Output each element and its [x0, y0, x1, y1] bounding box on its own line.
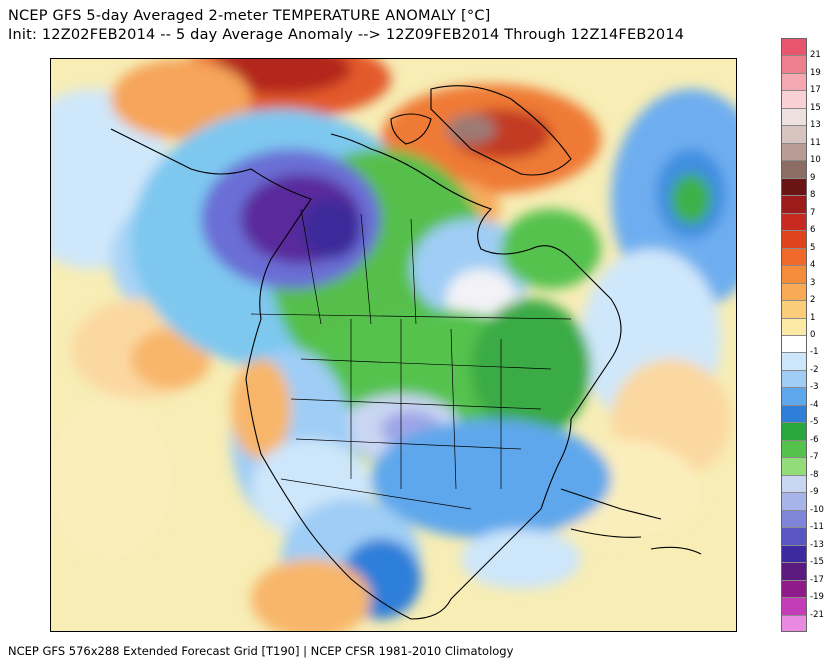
colorbar-cell	[781, 457, 807, 476]
colorbar-tick-label: -17	[810, 574, 824, 585]
colorbar-tick-label: -7	[810, 452, 819, 463]
colorbar-tick-label: 7	[810, 207, 816, 218]
colorbar-cell	[781, 614, 807, 633]
colorbar-tick-label: -11	[810, 522, 824, 533]
colorbar-cell	[781, 195, 807, 214]
colorbar-cell	[781, 439, 807, 458]
colorbar-cell	[781, 369, 807, 388]
colorbar-tick-label: -10	[810, 504, 824, 515]
colorbar-tick-label: 4	[810, 260, 816, 271]
anomaly-map	[50, 58, 737, 632]
colorbar-tick-label: 15	[810, 102, 821, 113]
colorbar-labels: 21 19 17 15 13 11 10 9 8 7 6 5 4 3 2 1 0 -1 -2 -3 -4 -5 -6 -7 -8…	[810, 38, 832, 632]
colorbar-tick-label: 5	[810, 242, 816, 253]
colorbar-cell	[781, 125, 807, 144]
colorbar-cell	[781, 300, 807, 319]
colorbar-cell	[781, 527, 807, 546]
colorbar-cell	[781, 55, 807, 74]
colorbar-cell	[781, 597, 807, 616]
colorbar-tick-label: -13	[810, 539, 824, 550]
colorbar-tick-label: 6	[810, 225, 816, 236]
footer-note: NCEP GFS 576x288 Extended Forecast Grid …	[8, 644, 514, 658]
colorbar-cell	[781, 38, 807, 56]
colorbar-cell	[781, 387, 807, 406]
colorbar-cell	[781, 265, 807, 284]
colorbar-tick-label: -21	[810, 609, 824, 620]
colorbar-cell	[781, 212, 807, 231]
colorbar-cell	[781, 90, 807, 109]
colorbar-tick-label: 0	[810, 330, 816, 340]
colorbar-tick-label: 11	[810, 137, 821, 148]
colorbar-tick-label: 13	[810, 120, 821, 131]
colorbar-cell	[781, 335, 807, 353]
colorbar-cell	[781, 160, 807, 179]
colorbar-cell	[781, 404, 807, 423]
colorbar	[781, 38, 807, 633]
colorbar-tick-label: 17	[810, 85, 821, 96]
colorbar-tick-label: 19	[810, 67, 821, 78]
colorbar-cell	[781, 509, 807, 528]
colorbar-tick-label: -8	[810, 469, 819, 480]
colorbar-tick-label: -15	[810, 557, 824, 568]
colorbar-cell	[781, 247, 807, 266]
colorbar-cell	[781, 282, 807, 301]
colorbar-cell	[781, 107, 807, 126]
colorbar-tick-label: -9	[810, 487, 819, 498]
colorbar-cell	[781, 562, 807, 581]
colorbar-tick-label: 10	[810, 155, 821, 166]
colorbar-tick-label: -1	[810, 347, 819, 358]
colorbar-tick-label: 2	[810, 295, 816, 306]
colorbar-tick-label: -6	[810, 434, 819, 445]
colorbar-cell	[781, 352, 807, 371]
colorbar-tick-label: -3	[810, 382, 819, 393]
colorbar-tick-label: -4	[810, 399, 819, 410]
colorbar-tick-label: 9	[810, 172, 816, 183]
colorbar-tick-label: 8	[810, 190, 816, 201]
colorbar-cell	[781, 474, 807, 493]
colorbar-tick-label: -19	[810, 592, 824, 603]
colorbar-cell	[781, 72, 807, 91]
colorbar-tick-label: 21	[810, 50, 821, 61]
map-subtitle: Init: 12Z02FEB2014 -- 5 day Average Anom…	[8, 27, 685, 43]
colorbar-tick-label: 1	[810, 312, 816, 323]
colorbar-tick-label: -2	[810, 364, 819, 375]
colorbar-tick-label: 3	[810, 277, 816, 288]
colorbar-cell	[781, 544, 807, 563]
colorbar-cell	[781, 317, 807, 336]
anomaly-map-canvas	[51, 59, 736, 631]
colorbar-cell	[781, 142, 807, 161]
colorbar-cell	[781, 492, 807, 511]
colorbar-cell	[781, 422, 807, 441]
colorbar-tick-label: -5	[810, 417, 819, 428]
colorbar-cell	[781, 177, 807, 196]
colorbar-cell	[781, 579, 807, 598]
map-title: NCEP GFS 5-day Averaged 2-meter TEMPERAT…	[8, 8, 491, 24]
colorbar-cell	[781, 230, 807, 249]
